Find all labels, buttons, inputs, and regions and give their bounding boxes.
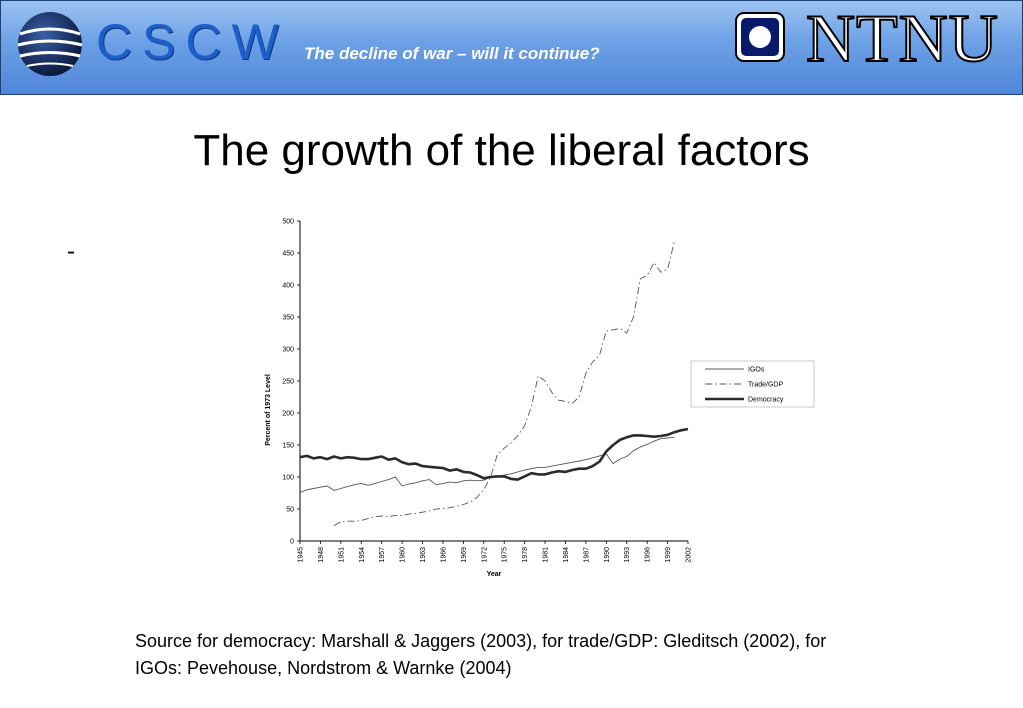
- header-banner: CSCW The decline of war – will it contin…: [0, 0, 1023, 95]
- x-tick-label: 1969: [461, 547, 468, 563]
- x-tick-label: 1993: [624, 547, 631, 563]
- x-tick-label: 1975: [502, 547, 509, 563]
- y-tick-label: 250: [282, 379, 294, 386]
- legend-label: Trade/GDP: [748, 382, 783, 389]
- x-tick-label: 1963: [420, 547, 427, 563]
- chart-series: [299, 241, 689, 526]
- x-tick-label: 1978: [522, 547, 529, 563]
- x-tick-label: 1957: [379, 547, 386, 563]
- x-axis-label: Year: [487, 571, 502, 578]
- x-tick-label: 1960: [400, 547, 407, 563]
- chart-axes: 0 50 100 150 200 250 300 350 400 450 500 1945 1948 19…: [282, 219, 692, 563]
- x-tick-label: 2002: [686, 547, 693, 563]
- ntnu-logo-text: NTNU: [805, 0, 999, 76]
- y-tick-label: 300: [282, 347, 294, 354]
- x-tick-label: 1984: [563, 547, 570, 563]
- y-tick-label: 400: [282, 283, 294, 290]
- ntnu-emblem-icon: [735, 12, 785, 62]
- globe-icon: [17, 12, 83, 76]
- slide-title: The growth of the liberal factors: [193, 126, 810, 175]
- x-tick-label: 1987: [583, 547, 590, 563]
- x-tick-label: 1966: [440, 547, 447, 563]
- x-tick-label: 1972: [481, 547, 488, 563]
- y-tick-label: 450: [282, 251, 294, 258]
- cscw-logo-text: CSCW: [96, 14, 289, 70]
- x-tick-label: 1948: [318, 547, 325, 563]
- y-tick-label: 100: [282, 475, 294, 482]
- y-tick-label: 200: [282, 411, 294, 418]
- source-citation: Source for democracy: Marshall & Jaggers…: [135, 631, 827, 678]
- y-tick-label: 150: [282, 443, 294, 450]
- y-tick-label: 50: [286, 507, 294, 514]
- chart-legend: IGOs Trade/GDP Democracy: [690, 360, 815, 408]
- x-tick-label: 1999: [665, 547, 672, 563]
- x-tick-label: 1996: [645, 547, 652, 563]
- header-subtitle: The decline of war – will it continue?: [304, 44, 600, 63]
- bullet-marker: -: [67, 238, 75, 265]
- x-tick-label: 1945: [298, 547, 305, 563]
- x-tick-label: 1951: [338, 547, 345, 563]
- x-tick-label: 1990: [604, 547, 611, 563]
- series-line-tradegdp: [333, 241, 675, 526]
- legend-label: Democracy: [748, 397, 784, 404]
- y-tick-label: 500: [282, 219, 294, 226]
- x-tick-label: 1954: [359, 547, 366, 563]
- y-axis-label: Percent of 1973 Level: [265, 374, 272, 446]
- line-chart: 0 50 100 150 200 250 300 350 400 450 500 1945 1948 19…: [265, 219, 815, 578]
- x-tick-label: 1981: [543, 547, 550, 563]
- legend-label: IGOs: [748, 367, 765, 374]
- series-line-democracy: [299, 427, 689, 481]
- y-tick-label: 0: [290, 539, 294, 546]
- y-tick-label: 350: [282, 315, 294, 322]
